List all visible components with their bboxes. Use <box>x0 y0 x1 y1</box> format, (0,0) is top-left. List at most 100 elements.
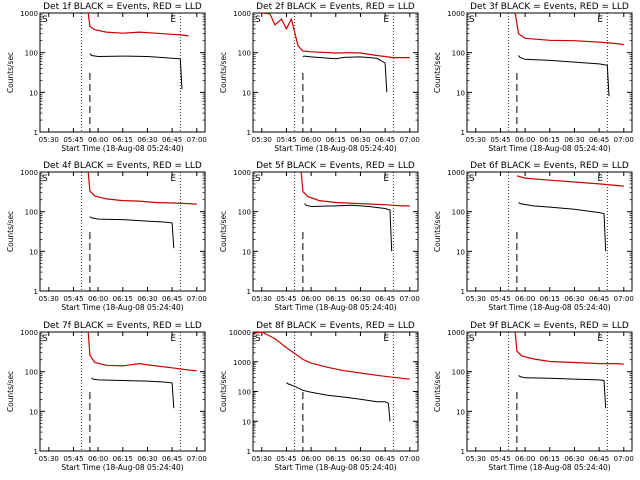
end-marker: E <box>597 334 603 344</box>
chart-panel-3: Det 3f BLACK = Events, RED = LLD S E 05:30 0… <box>433 2 634 153</box>
chart-title: Det 6f BLACK = Events, RED = LLD <box>470 161 629 171</box>
x-tick-label: 05:45 <box>490 136 510 144</box>
series-line-lld <box>516 175 624 187</box>
series-line-lld <box>253 331 410 380</box>
x-tick-label: 06:00 <box>88 136 108 144</box>
x-tick-label: 06:45 <box>375 136 395 144</box>
x-tick-label: 06:30 <box>137 295 157 303</box>
y-tick-label: 1000 <box>233 169 251 177</box>
y-tick-label: 1000 <box>447 329 465 337</box>
x-tick-label: 06:00 <box>515 295 535 303</box>
chart-panel-2: Det 2f BLACK = Events, RED = LLD S E 05:30 0… <box>219 2 420 153</box>
x-tick-label: 06:00 <box>301 455 321 463</box>
y-tick-label: 100 <box>238 209 251 217</box>
y-tick-label: 100 <box>452 369 465 377</box>
plot-frame <box>39 12 206 133</box>
x-axis-label: Start Time (18-Aug-08 05:24:40) <box>61 303 183 312</box>
x-tick-label: 06:30 <box>137 136 157 144</box>
end-marker: E <box>383 15 389 25</box>
plot-frame <box>252 171 419 292</box>
y-tick-label: 10 <box>242 418 251 426</box>
series-line-lld <box>514 12 624 46</box>
x-tick-label: 06:15 <box>540 455 560 463</box>
x-tick-label: 05:45 <box>63 295 83 303</box>
x-tick-label: 06:00 <box>301 136 321 144</box>
chart-title: Det 3f BLACK = Events, RED = LLD <box>470 2 629 12</box>
plot-frame <box>252 12 419 133</box>
x-tick-label: 06:15 <box>326 455 346 463</box>
x-tick-label: 06:45 <box>162 136 182 144</box>
x-tick-label: 07:00 <box>400 136 420 144</box>
y-tick-label: 1 <box>247 448 251 456</box>
x-tick-label: 07:00 <box>400 295 420 303</box>
x-tick-label: 07:00 <box>614 136 634 144</box>
start-marker: S <box>469 15 475 25</box>
series-line-lld <box>87 171 197 205</box>
x-tick-label: 07:00 <box>187 455 207 463</box>
plot-frame <box>39 331 206 452</box>
start-marker: S <box>255 15 261 25</box>
chart-title: Det 5f BLACK = Events, RED = LLD <box>256 161 415 171</box>
x-tick-label: 06:45 <box>589 295 609 303</box>
chart-title: Det 1f BLACK = Events, RED = LLD <box>43 2 202 12</box>
y-tick-label: 1000 <box>233 359 251 367</box>
x-tick-label: 06:15 <box>540 295 560 303</box>
y-axis-label: Counts/sec <box>433 371 442 412</box>
y-tick-label: 1000 <box>20 10 38 18</box>
x-tick-label: 06:00 <box>515 136 535 144</box>
y-tick-label: 1 <box>34 129 38 137</box>
y-axis-label: Counts/sec <box>433 52 442 93</box>
plot-frame <box>252 331 419 452</box>
x-tick-label: 06:15 <box>326 295 346 303</box>
y-tick-label: 10 <box>456 248 465 256</box>
series-line-events <box>286 382 391 422</box>
x-tick-label: 05:30 <box>466 295 486 303</box>
x-tick-label: 06:00 <box>515 455 535 463</box>
x-tick-label: 07:00 <box>614 295 634 303</box>
x-tick-label: 05:30 <box>252 136 272 144</box>
x-tick-label: 05:30 <box>39 455 59 463</box>
x-tick-label: 05:30 <box>39 295 59 303</box>
chart-panel-6: Det 6f BLACK = Events, RED = LLD S E 05:30 0… <box>433 161 634 312</box>
x-tick-label: 06:30 <box>350 455 370 463</box>
y-tick-label: 1 <box>34 288 38 296</box>
series-line-lld <box>300 171 410 207</box>
y-tick-label: 1 <box>34 448 38 456</box>
y-axis-label: Counts/sec <box>6 211 15 252</box>
chart-panel-5: Det 5f BLACK = Events, RED = LLD S E 05:30 0… <box>219 161 420 312</box>
y-axis-label: Counts/sec <box>6 371 15 412</box>
x-tick-label: 06:45 <box>375 455 395 463</box>
x-tick-label: 06:30 <box>564 295 584 303</box>
x-tick-label: 05:45 <box>490 295 510 303</box>
y-tick-label: 10 <box>456 89 465 97</box>
y-axis-label: Counts/sec <box>433 211 442 252</box>
x-tick-label: 06:30 <box>137 455 157 463</box>
y-tick-label: 1 <box>461 129 465 137</box>
y-tick-label: 100 <box>25 50 38 58</box>
series-line-events <box>518 55 610 97</box>
end-marker: E <box>170 174 176 184</box>
plot-frame <box>39 171 206 292</box>
x-tick-label: 06:45 <box>589 136 609 144</box>
x-axis-label: Start Time (18-Aug-08 05:24:40) <box>61 144 183 153</box>
y-tick-label: 1000 <box>447 10 465 18</box>
y-tick-label: 1 <box>461 448 465 456</box>
x-tick-label: 05:30 <box>252 295 272 303</box>
x-tick-label: 05:30 <box>252 455 272 463</box>
x-axis-label: Start Time (18-Aug-08 05:24:40) <box>274 463 396 472</box>
y-tick-label: 1000 <box>20 169 38 177</box>
x-axis-label: Start Time (18-Aug-08 05:24:40) <box>488 463 610 472</box>
start-marker: S <box>255 174 261 184</box>
x-axis-label: Start Time (18-Aug-08 05:24:40) <box>61 463 183 472</box>
y-tick-label: 10 <box>242 89 251 97</box>
series-line-lld <box>87 331 197 372</box>
end-marker: E <box>383 174 389 184</box>
y-axis-label: Counts/sec <box>219 211 228 252</box>
y-tick-label: 10 <box>29 408 38 416</box>
x-tick-label: 06:30 <box>564 136 584 144</box>
chart-panel-4: Det 4f BLACK = Events, RED = LLD S E 05:30 0… <box>6 161 207 312</box>
x-axis-label: Start Time (18-Aug-08 05:24:40) <box>274 144 396 153</box>
x-tick-label: 06:45 <box>162 295 182 303</box>
series-line-events <box>304 203 393 252</box>
x-tick-label: 05:30 <box>39 136 59 144</box>
